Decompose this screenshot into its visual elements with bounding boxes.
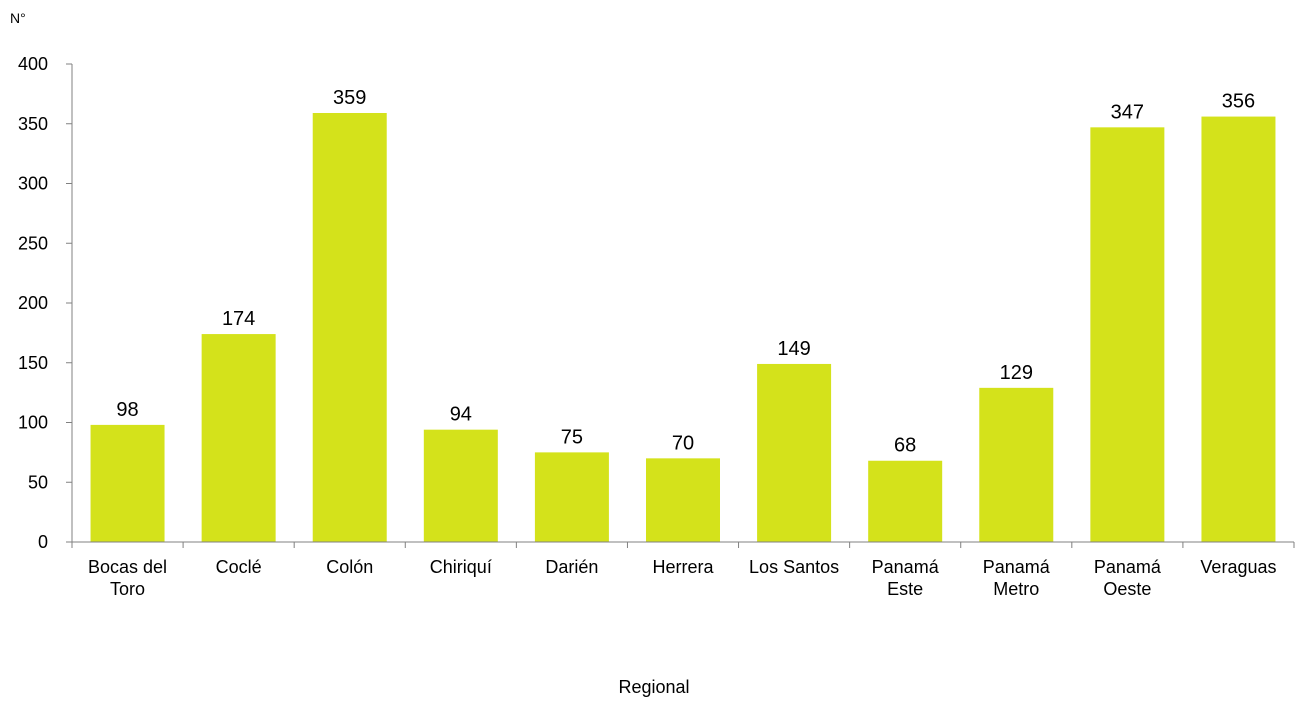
y-tick-label: 0 — [38, 532, 48, 552]
data-label: 75 — [561, 426, 583, 448]
x-tick-label-line: Herrera — [652, 557, 714, 577]
x-tick-label-line: Panamá — [983, 557, 1051, 577]
x-tick-label: Chiriquí — [430, 557, 492, 577]
x-tick-label: Los Santos — [749, 557, 839, 577]
bar — [423, 429, 498, 542]
x-axis-title: Regional — [618, 677, 689, 697]
x-axis-ticks: Bocas del Toro Coclé Colón Chiriquí Darién Her… — [71, 542, 1295, 599]
x-tick-label-line: Panamá — [872, 557, 940, 577]
bar — [534, 452, 609, 542]
data-label: 68 — [894, 435, 916, 457]
data-label: 347 — [1111, 101, 1144, 123]
bar — [979, 387, 1054, 542]
data-label: 359 — [333, 87, 366, 109]
y-tick-label: 200 — [18, 293, 48, 313]
x-tick-label: Bocas del Toro — [88, 557, 167, 599]
y-tick-label: 150 — [18, 353, 48, 373]
y-axis-ticks: 0 50 100 150 200 250 300 350 400 — [18, 54, 72, 552]
x-tick-label-line: Metro — [993, 579, 1039, 599]
x-tick-label-line: Toro — [110, 579, 145, 599]
x-tick-label: Panamá Este — [872, 557, 940, 599]
y-tick-label: 50 — [28, 472, 48, 492]
data-label: 149 — [777, 338, 810, 360]
y-tick-label: 100 — [18, 413, 48, 433]
data-label: 94 — [450, 404, 472, 426]
data-label: 98 — [116, 399, 138, 421]
x-tick-label: Veraguas — [1200, 557, 1276, 577]
bar — [1090, 127, 1165, 543]
x-tick-label: Darién — [545, 557, 598, 577]
y-tick-label: 400 — [18, 54, 48, 74]
y-tick-label: 350 — [18, 114, 48, 134]
x-tick-label: Panamá Oeste — [1094, 557, 1162, 599]
x-tick-label: Herrera — [652, 557, 714, 577]
x-tick-label-line: Este — [887, 579, 923, 599]
bars-group — [90, 112, 1276, 543]
x-tick-label-line: Los Santos — [749, 557, 839, 577]
bar — [201, 334, 276, 542]
bar — [1201, 116, 1276, 542]
y-tick-label: 300 — [18, 174, 48, 194]
bar — [757, 363, 832, 542]
data-label: 70 — [672, 432, 694, 454]
bar — [646, 458, 720, 542]
value-labels-group: 98 174 359 94 75 70 149 68 129 347 356 — [116, 87, 1255, 457]
x-tick-label-line: Chiriquí — [430, 557, 492, 577]
x-tick-label-line: Bocas del — [88, 557, 167, 577]
bar — [90, 424, 165, 542]
x-tick-label: Colón — [326, 557, 373, 577]
y-tick-label: 250 — [18, 233, 48, 253]
x-tick-label-line: Colón — [326, 557, 373, 577]
x-tick-label-line: Oeste — [1103, 579, 1151, 599]
x-tick-label: Panamá Metro — [983, 557, 1051, 599]
data-label: 129 — [1000, 362, 1033, 384]
x-tick-label-line: Coclé — [216, 557, 262, 577]
data-label: 174 — [222, 308, 255, 330]
x-tick-label: Coclé — [216, 557, 262, 577]
bar — [312, 112, 387, 543]
x-tick-label-line: Veraguas — [1200, 557, 1276, 577]
x-tick-label-line: Panamá — [1094, 557, 1162, 577]
x-tick-label-line: Darién — [545, 557, 598, 577]
bar — [868, 460, 943, 542]
data-label: 356 — [1222, 91, 1255, 113]
y-axis-unit-label: N° — [10, 10, 26, 26]
